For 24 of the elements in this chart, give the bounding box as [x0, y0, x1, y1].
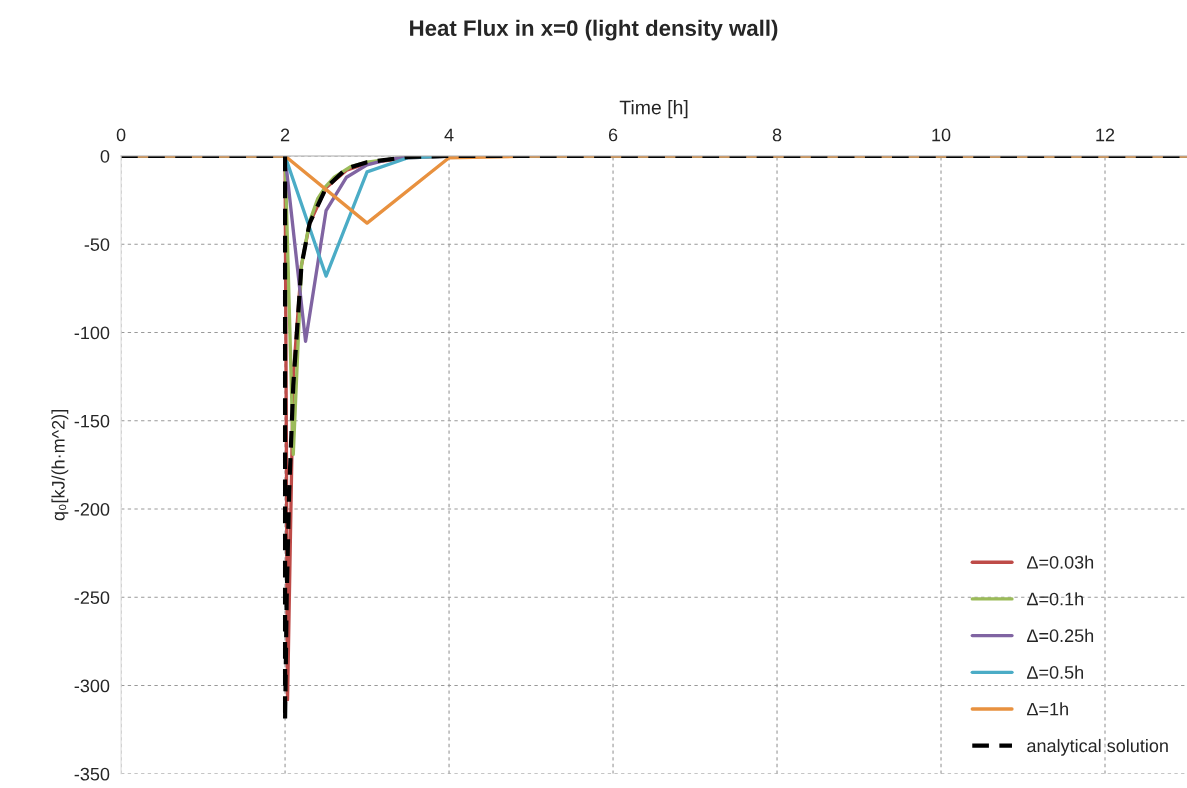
- y-tick-label: -250: [74, 591, 110, 605]
- y-tick-label: -100: [74, 326, 110, 340]
- legend-label: Δ=0.25h: [1026, 628, 1094, 643]
- legend-label: Δ=1h: [1026, 702, 1068, 716]
- legend-label: Δ=0.1h: [1026, 592, 1083, 606]
- y-tick-label: -150: [74, 414, 110, 428]
- x-tick-label: 0: [116, 128, 126, 142]
- x-tick-label: 8: [772, 128, 782, 142]
- x-tick-label: 10: [932, 128, 951, 142]
- y-tick-label: -50: [84, 238, 110, 251]
- legend-label: analytical solution: [1027, 738, 1168, 756]
- y-tick-label: -350: [74, 767, 110, 781]
- x-tick-label: 6: [608, 128, 618, 142]
- legend-label: Δ=0.5h: [1026, 665, 1083, 679]
- chart-title: Heat Flux in x=0 (light density wall): [410, 19, 778, 41]
- x-tick-label: 2: [280, 128, 290, 142]
- y-tick-label: -300: [74, 679, 110, 693]
- x-axis-title: Time [h]: [619, 100, 688, 119]
- legend-label: Δ=0.03h: [1026, 555, 1094, 569]
- x-tick-label: 12: [1096, 128, 1115, 142]
- y-tick-label: -200: [74, 502, 110, 516]
- y-axis-title: q₀[kJ/(h·m^2)]: [51, 410, 69, 521]
- x-tick-label: 4: [444, 128, 454, 142]
- y-tick-label: 0: [100, 149, 110, 163]
